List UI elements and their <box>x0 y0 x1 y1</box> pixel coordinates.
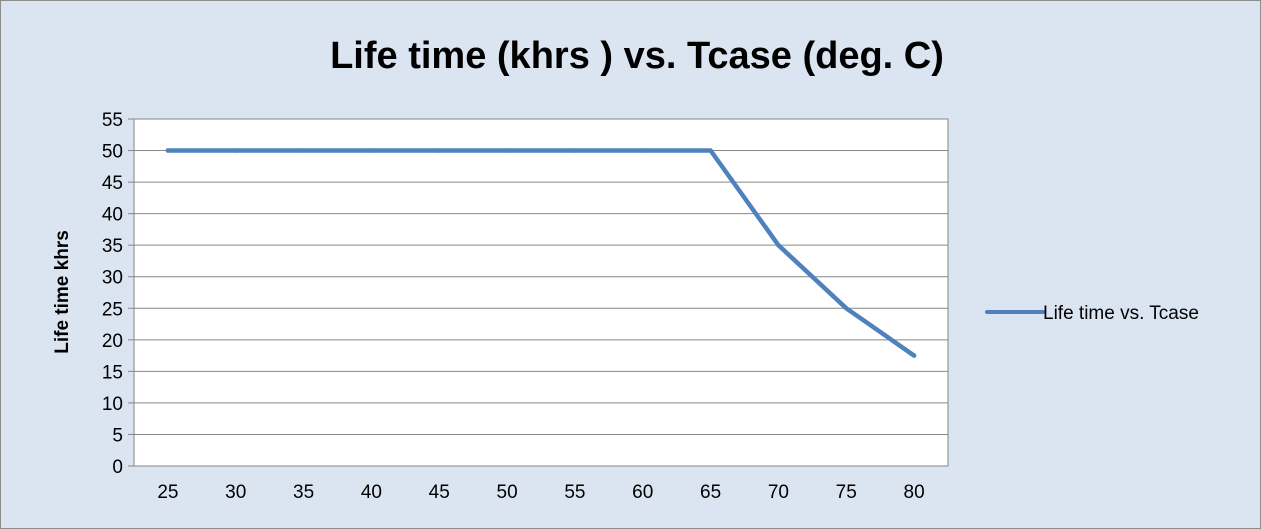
data-point <box>504 148 510 153</box>
x-tick-label: 40 <box>361 482 382 503</box>
y-tick-label: 45 <box>102 173 123 194</box>
data-point <box>708 148 713 153</box>
y-tick-label: 10 <box>102 394 123 415</box>
y-axis: 0 5 10 15 20 25 30 35 40 45 50 55 <box>102 110 134 478</box>
y-tick-label: 0 <box>112 457 123 478</box>
y-tick-label: 25 <box>102 299 123 320</box>
y-tick-label: 15 <box>102 362 123 383</box>
y-tick-label: 50 <box>102 142 123 163</box>
legend-label: Life time vs. Tcase <box>1043 303 1199 324</box>
x-tick-label: 25 <box>157 482 178 503</box>
series-line <box>165 148 917 358</box>
x-tick-label: 30 <box>225 482 246 503</box>
data-point <box>640 148 645 153</box>
y-axis-title: Life time khrs <box>52 230 73 354</box>
data-point <box>233 148 238 153</box>
data-point <box>301 148 306 153</box>
x-tick-label: 80 <box>904 482 925 503</box>
legend: Life time vs. Tcase <box>985 303 1199 324</box>
chart-title: Life time (khrs ) vs. Tcase (deg. C) <box>330 35 944 77</box>
x-tick-label: 75 <box>836 482 857 503</box>
y-tick-label: 55 <box>102 110 123 131</box>
x-tick-label: 55 <box>564 482 585 503</box>
data-point <box>844 306 849 311</box>
data-point <box>369 148 374 153</box>
y-tick-label: 30 <box>102 268 123 289</box>
y-tick-label: 5 <box>112 425 123 446</box>
data-point <box>776 242 781 248</box>
y-tick-label: 35 <box>102 236 123 257</box>
x-axis: 25 30 35 40 45 50 55 60 65 70 75 80 <box>157 482 924 503</box>
x-tick-label: 50 <box>497 482 518 503</box>
y-tick-label: 20 <box>102 331 123 352</box>
x-tick-label: 65 <box>700 482 721 503</box>
x-tick-label: 45 <box>429 482 450 503</box>
series-layer <box>165 148 917 358</box>
y-tick-label: 40 <box>102 205 123 226</box>
plot-area <box>133 118 949 467</box>
x-tick-label: 60 <box>632 482 653 503</box>
data-point <box>572 148 578 153</box>
x-tick-label: 35 <box>293 482 314 503</box>
x-tick-label: 70 <box>768 482 789 503</box>
data-point <box>911 353 917 358</box>
data-point <box>437 148 442 153</box>
data-point <box>165 148 171 153</box>
